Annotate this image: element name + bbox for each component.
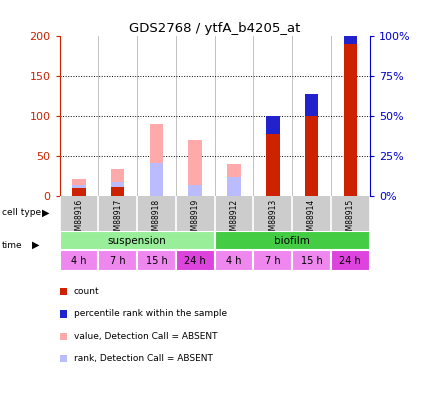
Bar — [98, 250, 137, 271]
Bar — [150, 124, 163, 196]
Text: percentile rank within the sample: percentile rank within the sample — [74, 309, 227, 318]
Text: count: count — [74, 287, 99, 296]
Bar — [266, 134, 280, 196]
Text: 24 h: 24 h — [184, 256, 206, 266]
Bar — [176, 250, 215, 271]
Text: suspension: suspension — [108, 236, 167, 246]
Text: time: time — [2, 241, 23, 249]
Text: 7 h: 7 h — [265, 256, 280, 266]
Bar — [60, 231, 215, 250]
Bar — [331, 250, 370, 271]
Text: GSM88914: GSM88914 — [307, 199, 316, 241]
Bar — [343, 45, 357, 196]
Text: cell type: cell type — [2, 208, 41, 217]
Bar — [253, 250, 292, 271]
Bar — [72, 185, 86, 196]
Text: GSM88916: GSM88916 — [74, 199, 83, 241]
Text: 15 h: 15 h — [146, 256, 167, 266]
Bar — [111, 169, 125, 196]
Text: biofilm: biofilm — [274, 236, 310, 246]
Bar — [227, 177, 241, 196]
Bar — [150, 163, 163, 196]
Bar — [188, 185, 202, 196]
Text: GSM88918: GSM88918 — [152, 199, 161, 240]
Bar — [305, 116, 318, 196]
Title: GDS2768 / ytfA_b4205_at: GDS2768 / ytfA_b4205_at — [129, 22, 300, 35]
Bar — [188, 141, 202, 196]
Text: 7 h: 7 h — [110, 256, 125, 266]
Text: 24 h: 24 h — [340, 256, 361, 266]
Bar — [60, 250, 98, 271]
Text: ▶: ▶ — [32, 240, 40, 250]
Text: 15 h: 15 h — [301, 256, 323, 266]
Text: GSM88912: GSM88912 — [230, 199, 238, 240]
Text: ▶: ▶ — [42, 208, 49, 217]
Text: rank, Detection Call = ABSENT: rank, Detection Call = ABSENT — [74, 354, 212, 363]
Text: 4 h: 4 h — [71, 256, 87, 266]
Bar — [305, 94, 318, 116]
Bar — [72, 179, 86, 196]
Bar — [266, 116, 280, 134]
Text: GSM88913: GSM88913 — [268, 199, 277, 241]
Text: GSM88915: GSM88915 — [346, 199, 355, 241]
Bar — [111, 182, 125, 196]
Bar — [137, 250, 176, 271]
Bar — [72, 188, 86, 196]
Bar — [215, 250, 253, 271]
Bar — [343, 19, 357, 45]
Bar — [292, 250, 331, 271]
Bar — [215, 231, 370, 250]
Bar — [227, 164, 241, 196]
Text: 4 h: 4 h — [226, 256, 242, 266]
Bar — [111, 187, 125, 196]
Text: GSM88917: GSM88917 — [113, 199, 122, 241]
Text: GSM88919: GSM88919 — [191, 199, 200, 241]
Text: value, Detection Call = ABSENT: value, Detection Call = ABSENT — [74, 332, 217, 341]
